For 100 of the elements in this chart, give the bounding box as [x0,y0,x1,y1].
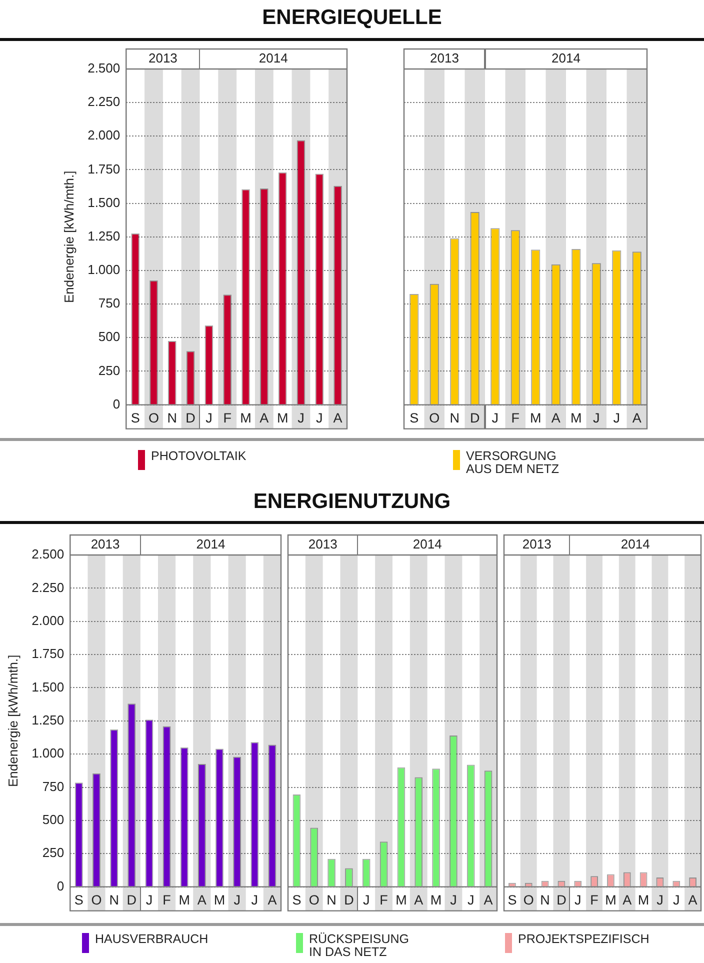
x-tick-label: A [484,892,493,908]
legend-label: PROJEKTSPEZIFISCH [518,932,650,946]
text: 2014 [552,50,580,66]
x-tick-label: N [450,410,460,426]
y-tick-label: 2.000 [88,128,120,143]
x-tick-label: D [126,892,137,908]
text: 2013 [308,536,338,552]
x-tick-label: O [308,892,320,908]
x-tick-label: D [186,410,196,426]
x-tick-label: M [214,892,226,908]
x-tick-label: A [333,410,342,426]
y-tick-label: 1.750 [88,161,120,176]
x-tick-label: S [74,892,84,908]
y-tick-label: 1.250 [32,712,64,728]
x-tick-label: S [130,410,140,426]
x-tick-label: O [429,410,440,426]
x-tick-label: J [492,410,498,426]
x-tick-label: M [530,410,542,426]
x-tick-label: J [450,892,457,908]
chart-title: ENERGIEQUELLE [261,6,443,30]
x-tick-label: F [511,410,520,426]
x-tick-label: J [298,410,304,426]
x-tick-label: J [468,892,474,908]
y-tick-label: 1.000 [32,746,64,761]
text: 2014 [258,50,288,66]
x-tick-label: S [410,410,419,426]
x-tick-label: O [91,892,102,908]
x-tick-label: N [326,892,336,908]
y-tick-label: 2.250 [32,580,64,595]
text: 2014 [196,536,226,552]
y-tick-label: 750 [98,296,120,311]
x-tick-label: N [540,892,550,908]
x-tick-label: O [148,410,159,426]
y-tick-label: 0 [112,396,120,412]
x-tick-label: N [167,410,178,426]
legend-label: RÜCKSPEISUNG IN DAS NETZ [309,932,410,959]
x-tick-label: A [260,410,269,426]
y-tick-label: 500 [98,329,120,344]
x-tick-label: J [363,892,370,908]
x-tick-label: D [556,892,567,908]
text: 2013 [148,50,178,66]
text: 2013 [430,50,459,66]
x-tick-label: A [551,410,560,426]
x-tick-label: M [638,892,650,908]
x-tick-label: J [234,892,240,908]
x-tick-label: J [673,892,680,908]
legend-label: PHOTOVOLTAIK [151,449,246,463]
x-tick-label: M [178,892,190,908]
y-tick-label: 250 [98,362,120,378]
y-tick-label: 2.000 [32,612,64,628]
x-tick-label: M [605,892,616,908]
x-tick-label: O [523,892,534,908]
x-tick-label: M [570,410,582,426]
y-tick-label: 1.500 [88,194,120,210]
x-tick-label: M [396,892,407,908]
x-tick-label: J [146,892,153,908]
legend-label: HAUSVERBRAUCH [95,932,208,946]
y-tick-label: 250 [42,845,64,860]
x-tick-label: A [197,892,206,908]
y-tick-label: 1.750 [32,646,64,662]
y-tick-label: 1.000 [88,262,120,278]
x-tick-label: F [162,892,171,908]
x-tick-label: J [613,410,620,426]
text: 2013 [90,536,120,552]
y-tick-label: 2.500 [32,546,64,562]
x-tick-label: D [470,410,480,426]
text: 2014 [412,536,442,552]
x-tick-label: J [316,410,323,426]
x-tick-label: S [292,892,302,908]
x-tick-label: A [622,892,632,908]
x-tick-label: M [276,410,288,426]
y-tick-label: 0 [56,878,64,894]
x-tick-label: A [632,410,642,426]
x-tick-label: A [688,892,698,908]
text: 2014 [620,536,650,552]
y-tick-label: 2.250 [88,94,120,110]
x-tick-label: J [251,892,258,908]
x-tick-label: F [590,892,598,908]
x-tick-label: F [223,410,232,426]
x-tick-label: J [574,892,582,908]
x-tick-label: F [380,892,388,908]
x-tick-label: J [656,892,664,908]
x-tick-label: M [430,892,442,908]
x-tick-label: D [344,892,354,908]
x-tick-label: M [240,410,252,426]
y-tick-label: 750 [42,778,64,794]
chart-title: ENERGIENUTZUNG [252,490,452,514]
text: 2013 [522,536,552,552]
y-tick-label: 500 [42,812,64,828]
x-tick-label: J [206,410,212,426]
y-tick-label: 2.500 [88,60,120,76]
x-tick-label: S [508,892,517,908]
y-tick-label: 1.250 [88,228,120,244]
x-tick-label: A [414,892,424,908]
x-tick-label: J [593,410,600,426]
x-tick-label: N [109,892,119,908]
x-tick-label: A [268,892,277,908]
y-axis-title: Endenergie [kWh/mth.] [5,654,20,788]
y-axis-title: Endenergie [kWh/mth.] [61,170,76,304]
y-tick-label: 1.500 [32,679,64,694]
